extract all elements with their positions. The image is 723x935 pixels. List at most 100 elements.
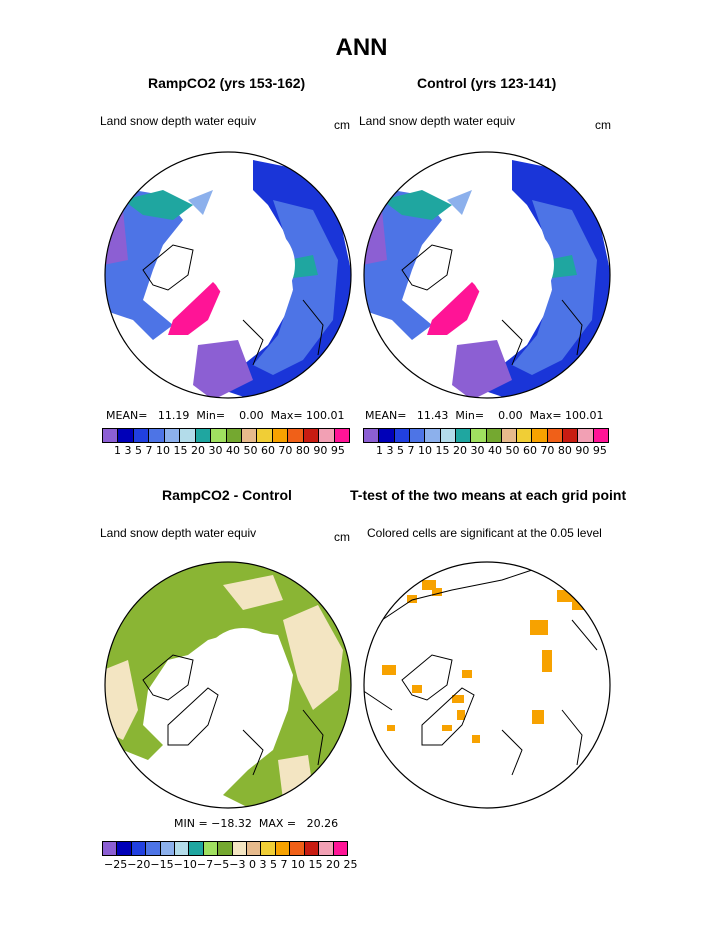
colorbar-swatch-13 bbox=[290, 842, 305, 855]
snow-region-teal bbox=[382, 190, 452, 220]
colorbar-swatch-5 bbox=[440, 429, 456, 442]
colorbar-swatch-15 bbox=[593, 429, 608, 442]
greenland-icesheet bbox=[168, 282, 221, 335]
land-diff-tan-west bbox=[105, 660, 138, 740]
colorbar-swatch-16 bbox=[333, 842, 347, 855]
colorbar-swatch-8 bbox=[486, 429, 502, 442]
panel4-note: Colored cells are significant at the 0.0… bbox=[367, 526, 602, 540]
coastline bbox=[401, 244, 583, 366]
snow-region-east-inner bbox=[512, 200, 597, 375]
central-arctic bbox=[201, 628, 285, 712]
snow-region-teal-east bbox=[288, 255, 318, 278]
colorbar-swatch-1 bbox=[117, 842, 132, 855]
colorbar-swatch-0 bbox=[103, 842, 118, 855]
colorbar-swatch-2 bbox=[394, 429, 410, 442]
panel2-polar-map bbox=[363, 151, 611, 399]
colorbar-swatch-10 bbox=[517, 429, 533, 442]
map-background bbox=[364, 562, 610, 808]
colorbar-swatch-9 bbox=[241, 429, 258, 442]
colorbar-swatch-5 bbox=[180, 429, 196, 442]
central-arctic bbox=[470, 223, 554, 307]
panel1-units: cm bbox=[334, 118, 350, 132]
snow-region-south bbox=[193, 340, 253, 398]
figure-title: ANN bbox=[335, 34, 388, 61]
colorbar-swatch-11 bbox=[261, 842, 276, 855]
panel2-stats: MEAN= 11.43 Min= 0.00 Max= 100.01 bbox=[365, 409, 604, 422]
snow-region-south bbox=[452, 340, 512, 398]
colorbar-swatch-4 bbox=[425, 429, 441, 442]
greenland-icesheet bbox=[427, 282, 480, 335]
land-diff-tan-north bbox=[223, 575, 283, 610]
colorbar-swatch-3 bbox=[409, 429, 426, 442]
snow-region-teal bbox=[123, 190, 193, 220]
colorbar-swatch-6 bbox=[195, 429, 212, 442]
panel1-colorbar-labels: 1 3 5 7 10 15 20 30 40 50 60 70 80 90 95 bbox=[114, 444, 345, 457]
panel1-stats: MEAN= 11.19 Min= 0.00 Max= 100.01 bbox=[106, 409, 345, 422]
panel4-polar-map bbox=[363, 561, 611, 809]
colorbar-swatch-10 bbox=[247, 842, 262, 855]
colorbar-swatch-3 bbox=[149, 429, 165, 442]
colorbar-swatch-8 bbox=[226, 429, 242, 442]
colorbar-swatch-1 bbox=[118, 429, 134, 442]
colorbar-swatch-13 bbox=[563, 429, 579, 442]
panel2-units: cm bbox=[595, 118, 611, 132]
snow-region-teal-east bbox=[547, 255, 577, 278]
colorbar-swatch-9 bbox=[501, 429, 518, 442]
colorbar-swatch-7 bbox=[203, 842, 219, 855]
panel1-variable-label: Land snow depth water equiv bbox=[100, 114, 257, 128]
central-arctic bbox=[211, 223, 295, 307]
significant-cells bbox=[382, 580, 586, 743]
colorbar-swatch-0 bbox=[364, 429, 380, 442]
colorbar-swatch-3 bbox=[146, 842, 161, 855]
panel1-colorbar bbox=[102, 428, 350, 443]
colorbar-swatch-2 bbox=[131, 842, 147, 855]
colorbar-swatch-15 bbox=[334, 429, 349, 442]
colorbar-swatch-8 bbox=[218, 842, 233, 855]
colorbar-swatch-4 bbox=[164, 429, 181, 442]
colorbar-swatch-14 bbox=[304, 842, 320, 855]
snow-region-light bbox=[447, 190, 472, 215]
colorbar-swatch-12 bbox=[288, 429, 304, 442]
snow-region-light bbox=[188, 190, 213, 215]
colorbar-swatch-14 bbox=[319, 429, 335, 442]
panel2-title: Control (yrs 123-141) bbox=[417, 75, 557, 91]
panel2-colorbar-labels: 1 3 5 7 10 15 20 30 40 50 60 70 80 90 95 bbox=[376, 444, 607, 457]
panel2-colorbar bbox=[363, 428, 609, 443]
colorbar-swatch-10 bbox=[257, 429, 273, 442]
coastline bbox=[142, 654, 324, 776]
panel1-polar-map bbox=[104, 151, 352, 399]
panel4-title: T-test of the two means at each grid poi… bbox=[350, 487, 627, 503]
colorbar-swatch-6 bbox=[189, 842, 204, 855]
greenland bbox=[168, 688, 218, 745]
land-diff-tan-south bbox=[278, 755, 313, 800]
colorbar-swatch-0 bbox=[103, 429, 119, 442]
snow-region-east-inner bbox=[253, 200, 338, 375]
colorbar-swatch-2 bbox=[133, 429, 150, 442]
colorbar-swatch-14 bbox=[578, 429, 594, 442]
colorbar-swatch-12 bbox=[275, 842, 291, 855]
colorbar-swatch-9 bbox=[232, 842, 248, 855]
panel3-units: cm bbox=[334, 530, 350, 544]
colorbar-swatch-4 bbox=[160, 842, 176, 855]
colorbar-swatch-6 bbox=[455, 429, 472, 442]
panel2-variable-label: Land snow depth water equiv bbox=[359, 114, 516, 128]
panel3-polar-map bbox=[104, 561, 352, 809]
colorbar-swatch-11 bbox=[532, 429, 548, 442]
colorbar-swatch-7 bbox=[211, 429, 227, 442]
colorbar-swatch-11 bbox=[272, 429, 289, 442]
panel3-colorbar-labels: −25−20−15−10−7−5−3 0 3 5 7 10 15 20 25 bbox=[104, 858, 358, 871]
panel3-variable-label: Land snow depth water equiv bbox=[100, 526, 257, 540]
land-diff-tan-east bbox=[283, 605, 343, 710]
panel1-title: RampCO2 (yrs 153-162) bbox=[148, 75, 306, 91]
colorbar-swatch-15 bbox=[319, 842, 334, 855]
colorbar-swatch-12 bbox=[547, 429, 564, 442]
colorbar-swatch-5 bbox=[175, 842, 190, 855]
panel3-title: RampCO2 - Control bbox=[162, 487, 292, 503]
coastline bbox=[364, 569, 598, 776]
panel3-stats: MIN = −18.32 MAX = 20.26 bbox=[174, 817, 339, 830]
colorbar-swatch-13 bbox=[303, 429, 320, 442]
colorbar-swatch-1 bbox=[379, 429, 395, 442]
panel3-colorbar bbox=[102, 841, 348, 856]
coastline bbox=[142, 244, 324, 366]
colorbar-swatch-7 bbox=[471, 429, 487, 442]
